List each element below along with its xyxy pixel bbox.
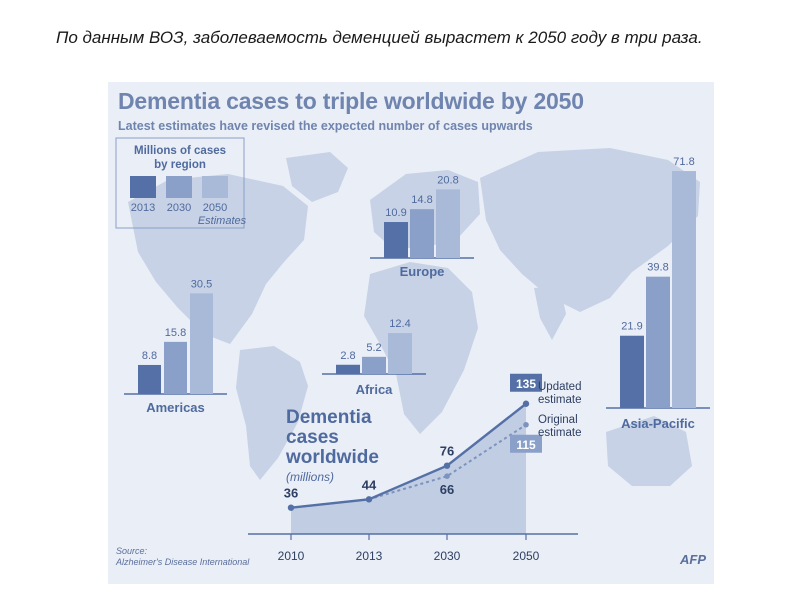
original-2050-badge (510, 434, 542, 453)
region-label-europe: Europe (400, 264, 445, 279)
bar-europe-2013 (384, 222, 408, 258)
legend-frame (115, 137, 245, 229)
legend-label-2050: 2050 (203, 202, 227, 214)
worldwide-title-line-2: cases (286, 427, 339, 448)
bar-americas-2013 (138, 364, 161, 394)
original-point-2030 (444, 473, 450, 480)
bar-group-asia-pacific: 21.9 39.8 71.8 Asia-Pacific (606, 156, 710, 431)
regional-bars: 8.8 15.8 30.5 Americas 10.9 14.8 20.8 Europe 2.8… (124, 156, 710, 431)
infographic: Millions of cases by region 2013 2030 2050… (108, 82, 714, 584)
updated-series-label-1: Updated (538, 381, 581, 393)
bar-value-africa-2013: 2.8 (340, 350, 355, 362)
worldwide-line-chart: 2010 2013 2030 205036447666135115Updatedest… (248, 373, 581, 563)
bar-africa-2013 (336, 364, 360, 374)
region-label-asia-pacific: Asia-Pacific (621, 416, 695, 431)
worldwide-title-line-1: Dementia (286, 407, 372, 428)
legend-title-line-2: by region (154, 159, 206, 171)
bar-value-asia-pacific-2030: 39.8 (647, 262, 668, 274)
bar-africa-2030 (362, 356, 386, 374)
bar-group-africa: 2.8 5.2 12.4 Africa (322, 318, 426, 397)
bar-value-europe-2030: 14.8 (411, 194, 432, 206)
updated-value-2010: 36 (284, 486, 298, 501)
original-series-label-2: estimate (538, 427, 581, 439)
region-label-africa: Africa (356, 382, 394, 397)
updated-value-2030: 76 (440, 444, 454, 459)
bar-value-americas-2030: 15.8 (165, 327, 186, 339)
legend-label-2013: 2013 (131, 202, 155, 214)
source-note: Source: Alzheimer's Disease Internationa… (116, 546, 249, 568)
afp-logo: AFP (680, 552, 706, 567)
bar-value-africa-2050: 12.4 (389, 318, 410, 330)
worldwide-chart-title: Dementia cases worldwide (286, 408, 379, 468)
x-label-2050: 2050 (513, 549, 540, 563)
bar-value-asia-pacific-2050: 71.8 (673, 156, 694, 168)
original-point-2050 (523, 421, 529, 428)
x-label-2030: 2030 (434, 549, 461, 563)
legend-title-line-1: Millions of cases (134, 145, 226, 157)
bar-group-europe: 10.9 14.8 20.8 Europe (370, 174, 474, 279)
legend-swatch-2013 (130, 176, 156, 198)
original-estimate-line (290, 423, 527, 509)
updated-point-2030 (443, 462, 451, 469)
updated-point-2013 (365, 496, 373, 503)
map-africa (364, 262, 478, 434)
legend-swatch-2050 (202, 176, 228, 198)
original-series-label-1: Original (538, 414, 578, 426)
legend-items: 2013 2030 2050 (130, 176, 228, 214)
x-label-2010: 2010 (278, 549, 305, 563)
updated-value-2050: 135 (516, 377, 536, 391)
map-asia (480, 148, 700, 312)
region-label-americas: Americas (146, 400, 205, 415)
bar-value-asia-pacific-2013: 21.9 (621, 321, 642, 333)
chart-legend: Millions of cases by region 2013 2030 2050… (115, 137, 247, 229)
bar-asia-pacific-2030 (646, 276, 670, 408)
x-label-2013: 2013 (356, 549, 383, 563)
updated-value-2013: 44 (362, 477, 377, 492)
bar-americas-2030 (164, 341, 187, 394)
bar-europe-2050 (436, 189, 460, 258)
bar-group-americas: 8.8 15.8 30.5 Americas (124, 278, 227, 415)
bar-value-africa-2030: 5.2 (366, 342, 381, 354)
source-label: Source: (116, 546, 148, 556)
original-value-2030: 66 (440, 482, 454, 497)
bar-europe-2030 (410, 209, 434, 258)
slide-caption: По данным ВОЗ, заболеваемость деменцией … (56, 28, 703, 47)
worldwide-title-line-3: worldwide (286, 447, 379, 468)
infographic-subtitle: Latest estimates have revised the expect… (118, 119, 533, 133)
updated-point-2050 (522, 400, 530, 407)
updated-2050-badge (510, 373, 542, 392)
infographic-title: Dementia cases to triple worldwide by 20… (118, 88, 584, 114)
bar-americas-2050 (190, 293, 213, 394)
original-value-2050: 115 (516, 438, 536, 452)
worldwide-chart-units: (millions) (286, 470, 334, 484)
bar-value-americas-2013: 8.8 (142, 350, 157, 362)
map-south-america (236, 346, 308, 480)
bar-value-europe-2050: 20.8 (437, 174, 458, 186)
map-australia (606, 416, 692, 486)
legend-note: Estimates (198, 215, 247, 227)
bar-africa-2050 (388, 333, 412, 374)
bar-value-europe-2013: 10.9 (385, 207, 406, 219)
map-greenland (286, 152, 348, 202)
updated-series-label-2: estimate (538, 394, 581, 406)
bar-asia-pacific-2013 (620, 335, 644, 408)
infographic-canvas: Millions of cases by region 2013 2030 2050… (115, 137, 710, 563)
updated-estimate-line (290, 402, 527, 509)
legend-label-2030: 2030 (167, 202, 191, 214)
legend-swatch-2030 (166, 176, 192, 198)
bar-value-americas-2050: 30.5 (191, 278, 212, 290)
map-india (534, 286, 566, 340)
bar-asia-pacific-2050 (672, 171, 696, 408)
updated-point-2010 (287, 504, 295, 511)
map-north-america (128, 174, 308, 344)
source-name: Alzheimer's Disease International (116, 557, 250, 567)
